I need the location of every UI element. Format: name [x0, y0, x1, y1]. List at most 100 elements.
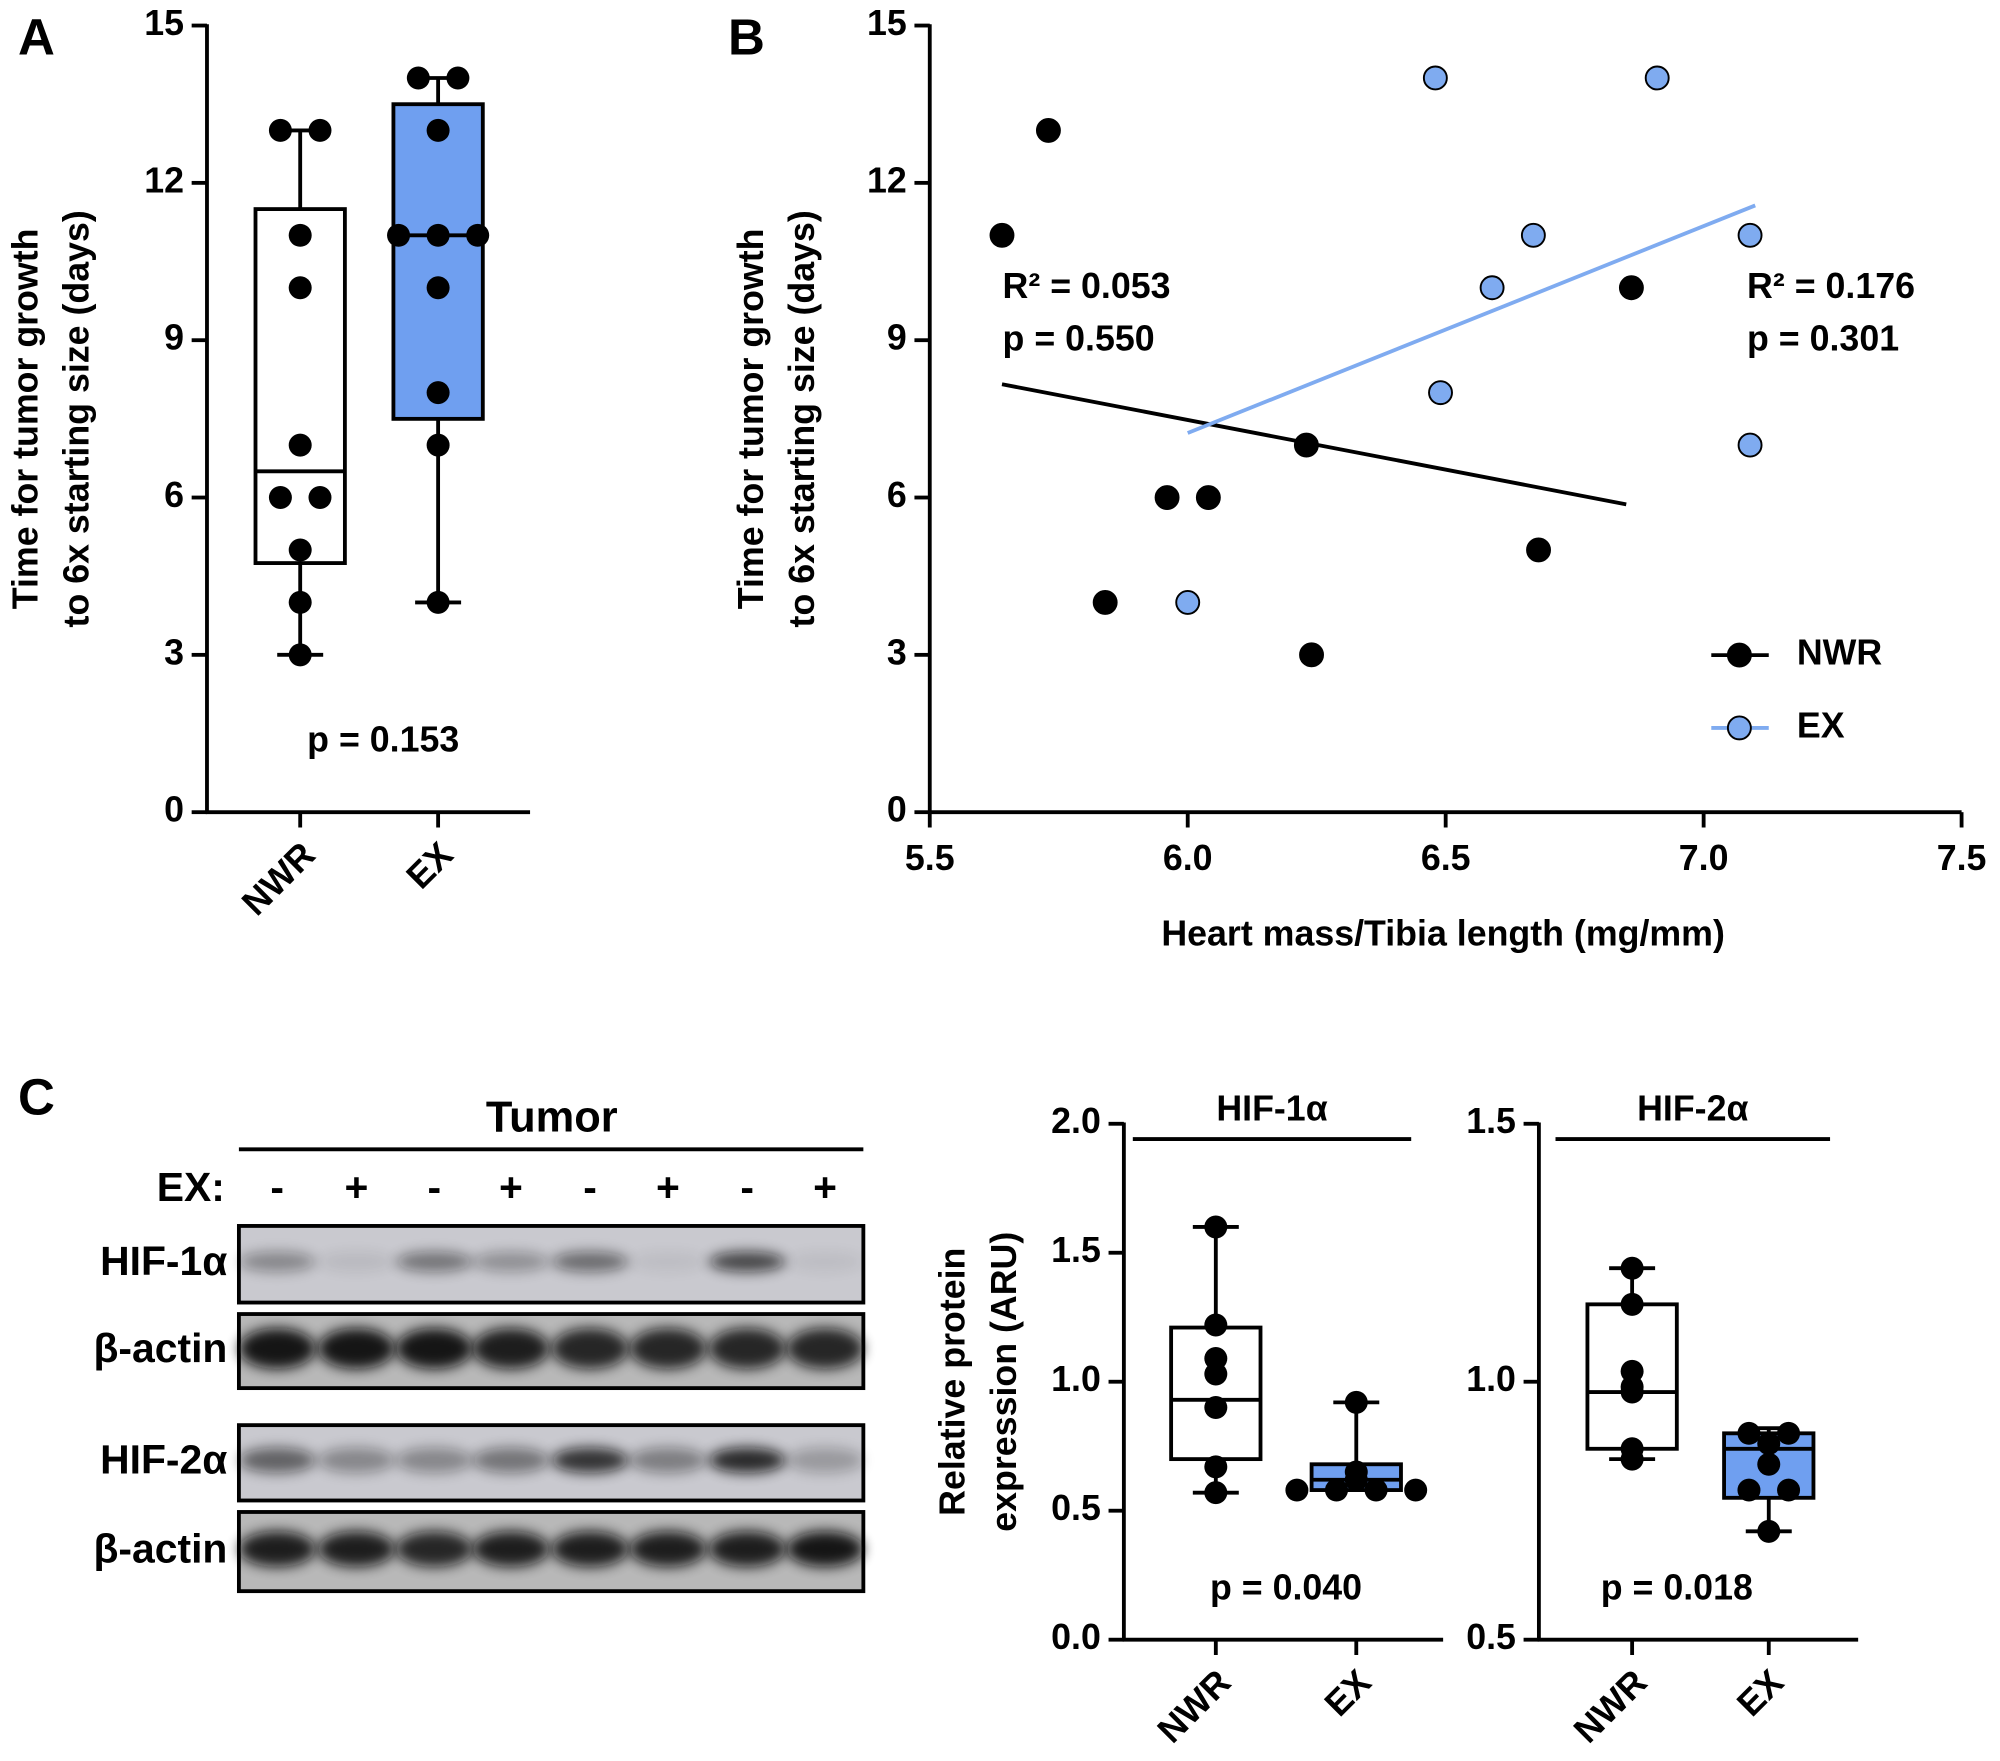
blot-band	[238, 1251, 316, 1272]
y-axis-label: Time for tumor growth	[6, 229, 46, 610]
blot-band	[238, 1447, 316, 1474]
data-point	[288, 538, 312, 562]
blot-row-name: β-actin	[93, 1525, 227, 1571]
data-point	[1204, 1481, 1228, 1505]
data-point	[1620, 1256, 1644, 1280]
data-point	[1204, 1215, 1228, 1239]
blot-band	[472, 1531, 550, 1567]
blot-title: Tumor	[486, 1093, 618, 1141]
data-point	[1404, 1478, 1428, 1502]
blot-band	[551, 1328, 629, 1369]
blot-band	[472, 1251, 550, 1272]
blot-band	[318, 1251, 395, 1272]
data-point	[288, 590, 312, 614]
x-tick-label: 5.5	[905, 838, 955, 878]
legend-label: EX	[1797, 705, 1845, 745]
data-point	[1344, 1468, 1368, 1492]
y-axis-label: to 6x starting size (days)	[57, 210, 97, 627]
y-tick-label: 1.5	[1051, 1230, 1101, 1270]
panel-label: A	[18, 8, 55, 65]
data-point	[288, 643, 312, 667]
data-point	[1737, 1421, 1761, 1445]
blot-band	[318, 1447, 395, 1474]
data-point	[426, 590, 450, 614]
y-axis-label: Time for tumor growth	[731, 229, 771, 610]
annotation: R² = 0.053	[1003, 266, 1171, 306]
blot-row-name: HIF-2α	[100, 1437, 227, 1483]
y-tick-label: 1.0	[1051, 1359, 1101, 1399]
y-tick-label: 9	[164, 318, 184, 358]
data-point	[1620, 1292, 1644, 1316]
data-point	[1479, 275, 1505, 301]
x-tick-label: 6.0	[1163, 838, 1213, 878]
y-tick-label: 15	[867, 3, 907, 43]
blot-band	[708, 1531, 786, 1567]
blot-band	[629, 1447, 707, 1474]
y-tick-label: 1.0	[1466, 1359, 1516, 1399]
blot-band	[629, 1328, 707, 1369]
data-point	[268, 486, 292, 510]
annotation: p = 0.301	[1747, 318, 1899, 358]
y-axis-label: expression (ARU)	[984, 1232, 1024, 1532]
legend-marker	[1726, 715, 1752, 741]
blot-band	[551, 1251, 629, 1272]
y-tick-label: 3	[164, 632, 184, 672]
data-point	[1344, 1390, 1368, 1414]
data-point	[426, 276, 450, 300]
data-point	[989, 222, 1015, 248]
blot-band	[629, 1531, 707, 1567]
data-point	[288, 223, 312, 247]
data-point	[1285, 1478, 1309, 1502]
lane-label: +	[656, 1164, 680, 1210]
data-point	[1204, 1313, 1228, 1337]
annotation: p = 0.550	[1003, 318, 1155, 358]
fit-line	[1187, 203, 1756, 435]
data-point	[387, 223, 411, 247]
data-point	[1737, 432, 1763, 458]
blot-row-label: EX:	[157, 1164, 225, 1210]
y-tick-label: 0	[164, 790, 184, 830]
blot-band	[318, 1531, 395, 1567]
data-point	[1620, 1447, 1644, 1471]
blot-band	[708, 1328, 786, 1369]
y-tick-label: 6	[887, 475, 907, 515]
annotation: p = 0.153	[307, 719, 459, 759]
lane-label: -	[583, 1164, 597, 1210]
data-point	[1204, 1362, 1228, 1386]
x-tick-label: 7.0	[1679, 838, 1729, 878]
data-point	[1428, 380, 1453, 406]
y-tick-label: 0.0	[1051, 1617, 1101, 1657]
blot-band	[395, 1531, 473, 1567]
blot-band	[786, 1251, 864, 1272]
x-tick-label: 7.5	[1937, 838, 1987, 878]
data-point	[1526, 537, 1551, 563]
y-tick-label: 2.0	[1051, 1101, 1101, 1141]
blot-band	[786, 1447, 864, 1474]
data-point	[1737, 1478, 1761, 1502]
data-point	[426, 223, 450, 247]
data-point	[426, 118, 450, 142]
data-point	[288, 276, 312, 300]
panel-label: C	[18, 1068, 55, 1125]
y-tick-label: 1.5	[1466, 1101, 1516, 1141]
y-tick-label: 0.5	[1051, 1488, 1101, 1528]
y-axis-label: to 6x starting size (days)	[782, 210, 822, 627]
blot-row-name: β-actin	[93, 1325, 227, 1371]
annotation: p = 0.040	[1210, 1567, 1362, 1607]
box	[391, 102, 485, 421]
data-point	[1757, 1519, 1781, 1543]
annotation: p = 0.018	[1601, 1567, 1753, 1607]
data-point	[1204, 1396, 1228, 1420]
data-point	[1620, 1380, 1644, 1404]
data-point	[288, 433, 312, 457]
box	[253, 207, 347, 565]
y-tick-label: 6	[164, 475, 184, 515]
data-point	[1293, 432, 1319, 458]
data-point	[446, 66, 470, 90]
data-point	[1520, 222, 1546, 248]
annotation: R² = 0.176	[1747, 266, 1915, 306]
data-point	[1618, 275, 1644, 301]
y-tick-label: 0.5	[1466, 1617, 1516, 1657]
blot-band	[551, 1447, 629, 1474]
data-point	[406, 66, 430, 90]
